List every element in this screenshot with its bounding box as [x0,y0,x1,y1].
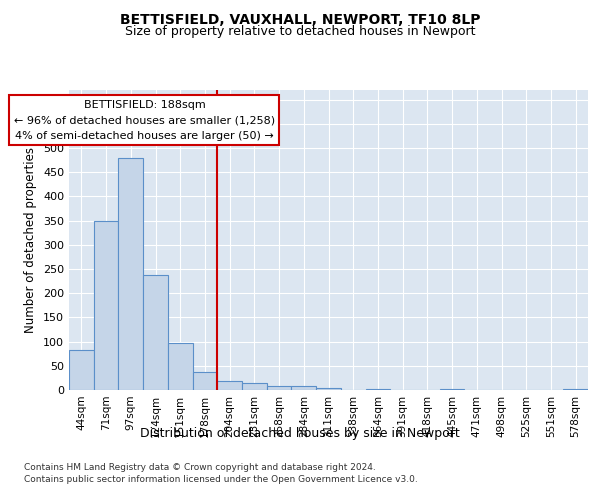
Bar [563,388,588,390]
Text: BETTISFIELD, VAUXHALL, NEWPORT, TF10 8LP: BETTISFIELD, VAUXHALL, NEWPORT, TF10 8LP [120,12,480,26]
Text: Contains public sector information licensed under the Open Government Licence v3: Contains public sector information licen… [24,475,418,484]
Bar [365,388,390,390]
Bar [217,382,242,390]
Bar [168,343,193,390]
Text: Distribution of detached houses by size in Newport: Distribution of detached houses by size … [140,428,460,440]
Bar [143,276,168,390]
Text: Contains HM Land Registry data © Crown copyright and database right 2024.: Contains HM Land Registry data © Crown c… [24,462,376,471]
Bar [242,382,267,390]
Bar [440,388,464,390]
Text: BETTISFIELD: 188sqm
← 96% of detached houses are smaller (1,258)
4% of semi-deta: BETTISFIELD: 188sqm ← 96% of detached ho… [14,100,275,141]
Bar [316,388,341,390]
Bar [118,158,143,390]
Bar [94,220,118,390]
Bar [193,372,217,390]
Bar [69,350,94,390]
Bar [267,386,292,390]
Text: Size of property relative to detached houses in Newport: Size of property relative to detached ho… [125,25,475,38]
Y-axis label: Number of detached properties: Number of detached properties [25,147,37,333]
Bar [292,386,316,390]
